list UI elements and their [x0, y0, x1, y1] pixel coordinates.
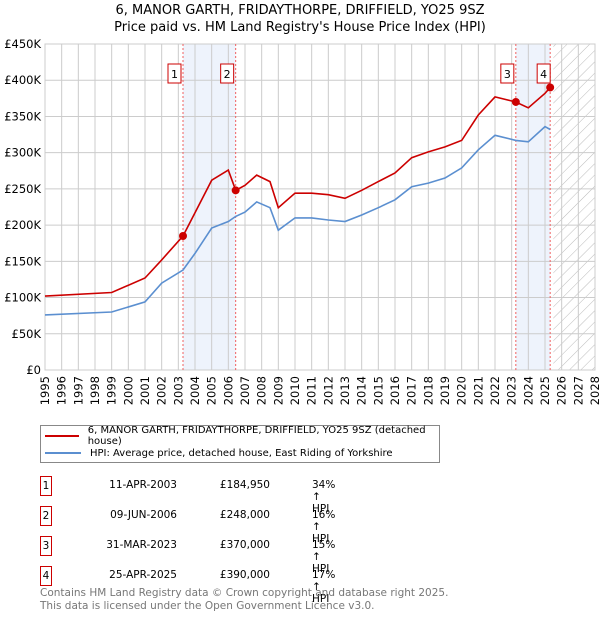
transaction-hpi-change: 16% ↑ HPI [312, 509, 336, 545]
sale-period-shade [515, 44, 551, 370]
x-tick-label: 2018 [421, 376, 435, 405]
x-tick-label: 2027 [571, 376, 585, 405]
x-tick-label: 2025 [538, 376, 552, 405]
footer: Contains HM Land Registry data © Crown c… [40, 587, 448, 613]
x-tick-label: 2010 [288, 376, 302, 405]
chart-subtitle: Price paid vs. HM Land Registry's House … [114, 20, 486, 35]
transaction-date: 31-MAR-2023 [106, 539, 177, 551]
x-tick-label: 2001 [138, 376, 152, 405]
transaction-date: 11-APR-2003 [109, 479, 177, 491]
x-tick-label: 2020 [455, 376, 469, 405]
y-tick-label: £300K [4, 146, 41, 160]
transaction-price: £370,000 [219, 539, 270, 551]
transaction-hpi-change: 17% ↑ HPI [312, 569, 336, 605]
x-tick-label: 2023 [505, 376, 519, 405]
y-tick-label: £400K [4, 73, 41, 87]
sale-period-shade [183, 44, 236, 370]
footer-licence: This data is licensed under the Open Gov… [40, 600, 375, 612]
transaction-price: £184,950 [219, 479, 270, 491]
sale-label-box [536, 63, 551, 84]
x-tick-label: 2002 [155, 376, 169, 405]
sale-label-box [220, 63, 235, 84]
x-tick-label: 2015 [371, 376, 385, 405]
y-tick-label: £100K [4, 291, 41, 305]
sale-label: 3 [504, 68, 511, 81]
transaction-date: 25-APR-2025 [109, 569, 177, 581]
x-tick-label: 2028 [588, 376, 600, 405]
transaction-price: £390,000 [219, 569, 270, 581]
footer-copyright: Contains HM Land Registry data © Crown c… [40, 587, 449, 599]
sale-point [231, 186, 240, 195]
x-tick-label: 1999 [105, 376, 119, 405]
transaction-hpi-change: 34% ↑ HPI [312, 479, 336, 515]
x-tick-label: 2026 [555, 376, 569, 405]
y-tick-label: £0 [26, 363, 41, 377]
plot-border [44, 43, 596, 371]
transaction-number: 2 [40, 506, 52, 526]
x-tick-label: 2017 [405, 376, 419, 405]
sale-label: 2 [224, 68, 231, 81]
legend-label: HPI: Average price, detached house, East… [90, 447, 393, 459]
x-tick-label: 2007 [238, 376, 252, 405]
forecast-hatch [553, 44, 595, 370]
x-tick-label: 2021 [471, 376, 485, 405]
transaction-date: 09-JUN-2006 [110, 509, 177, 521]
transaction-number: 4 [40, 566, 52, 586]
sale-point [511, 97, 520, 106]
x-tick-label: 2000 [121, 376, 135, 405]
x-tick-label: 2024 [521, 376, 535, 405]
y-tick-label: £350K [4, 109, 41, 123]
sale-label-box [167, 63, 182, 84]
legend: 6, MANOR GARTH, FRIDAYTHORPE, DRIFFIELD,… [40, 425, 440, 463]
x-tick-label: 2006 [221, 376, 235, 405]
price-chart: 1 2 3 4 £0 £50K £100K £150K £200K £250K £300K £350K… [4, 37, 600, 405]
transaction-number: 1 [40, 476, 52, 496]
x-tick-label: 2022 [488, 376, 502, 405]
x-tick-label: 1996 [55, 376, 69, 405]
transaction-hpi-change: 15% ↑ HPI [312, 539, 336, 575]
sale-label: 4 [540, 68, 547, 81]
legend-item-hpi: HPI: Average price, detached house, East… [45, 445, 393, 461]
x-tick-label: 2005 [205, 376, 219, 405]
legend-swatch-red [45, 435, 79, 437]
x-tick-label: 2016 [388, 376, 402, 405]
x-tick-label: 2013 [338, 376, 352, 405]
sale-label-box [500, 63, 515, 84]
legend-item-property: 6, MANOR GARTH, FRIDAYTHORPE, DRIFFIELD,… [45, 425, 439, 447]
legend-label: 6, MANOR GARTH, FRIDAYTHORPE, DRIFFIELD,… [87, 425, 426, 447]
x-tick-label: 1997 [71, 376, 85, 405]
x-tick-label: 2011 [305, 376, 319, 405]
x-tick-label: 2004 [188, 376, 202, 405]
chart-title: 6, MANOR GARTH, FRIDAYTHORPE, DRIFFIELD,… [115, 3, 485, 18]
x-tick-label: 1995 [38, 376, 52, 405]
x-tick-label: 2009 [271, 376, 285, 405]
x-tick-label: 2012 [321, 376, 335, 405]
transaction-number: 3 [40, 536, 52, 556]
legend-swatch-blue [45, 452, 81, 454]
property-price-line [44, 86, 551, 297]
x-tick-label: 1998 [88, 376, 102, 405]
x-tick-label: 2014 [355, 376, 369, 405]
y-tick-label: £200K [4, 218, 41, 232]
hpi-line [44, 125, 551, 316]
sale-point [546, 83, 555, 92]
y-tick-label: £50K [12, 327, 42, 341]
sale-label: 1 [171, 68, 178, 81]
x-tick-label: 2019 [438, 376, 452, 405]
y-tick-label: £250K [4, 182, 41, 196]
x-tick-label: 2008 [255, 376, 269, 405]
transaction-price: £248,000 [219, 509, 270, 521]
y-tick-label: £450K [4, 37, 41, 51]
y-tick-label: £150K [4, 254, 41, 268]
sale-point [179, 232, 187, 241]
x-tick-label: 2003 [171, 376, 185, 405]
